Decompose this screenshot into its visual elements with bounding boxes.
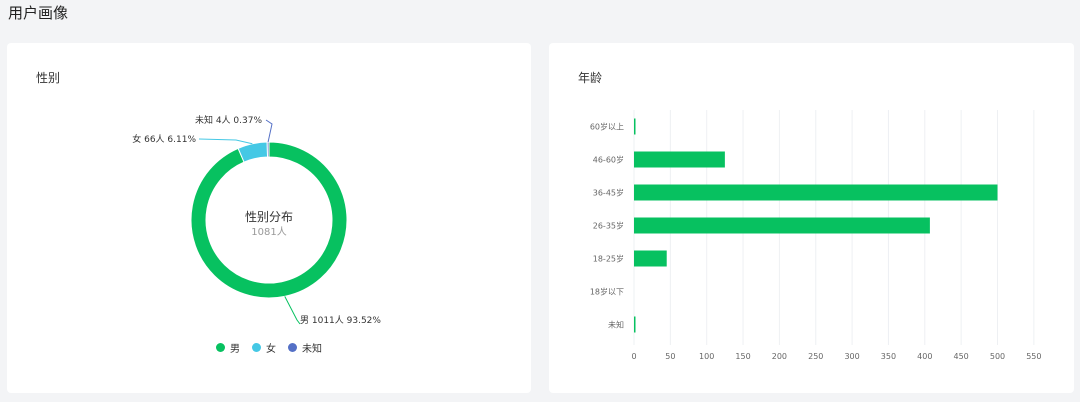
y-category-label: 60岁以上 [590, 122, 624, 132]
donut-center-title: 性别分布 [245, 210, 293, 224]
donut-slice-male[interactable] [190, 141, 348, 299]
gender-legend: 男 女 未知 [7, 340, 531, 355]
legend-label-male: 男 [230, 344, 240, 355]
age-bar[interactable] [634, 184, 998, 201]
male-label-line [284, 296, 301, 325]
age-bar[interactable] [634, 118, 636, 135]
age-card-title: 年龄 [578, 71, 603, 85]
y-category-label: 26-35岁 [593, 221, 624, 231]
x-tick-label: 500 [990, 352, 1005, 361]
x-tick-label: 350 [881, 352, 896, 361]
legend-dot-female [252, 343, 261, 352]
x-tick-label: 150 [735, 352, 750, 361]
male-slice-label: 男 1011人 93.52% [300, 315, 381, 326]
x-tick-label: 250 [808, 352, 823, 361]
page-title: 用户画像 [8, 4, 69, 22]
legend-label-unknown: 未知 [302, 344, 322, 355]
age-bar[interactable] [634, 151, 725, 168]
x-tick-label: 400 [917, 352, 932, 361]
age-bar[interactable] [634, 217, 930, 234]
female-label-line [198, 138, 253, 145]
legend-dot-unknown [288, 343, 297, 352]
legend-item-male[interactable]: 男 [216, 340, 240, 355]
donut-slice-unknown[interactable] [266, 141, 270, 158]
y-category-label: 36-45岁 [593, 188, 624, 198]
age-bar-chart: 0 50 100 150 200 250 300 350 400 450 500 550 60岁以上 46… [590, 110, 1041, 361]
x-tick-label: 300 [844, 352, 859, 361]
x-tick-label: 50 [665, 352, 675, 361]
unknown-slice-label: 未知 4人 0.37% [195, 114, 262, 126]
x-tick-label: 450 [954, 352, 969, 361]
donut-slice-female[interactable] [237, 141, 269, 163]
gender-card: 性别 性别分布 1081人男 1011人 93.52% 女 66人 6.11% 未知 … [7, 43, 531, 393]
age-bar[interactable] [634, 316, 636, 333]
legend-item-unknown[interactable]: 未知 [288, 340, 322, 355]
legend-label-female: 女 [266, 344, 276, 355]
x-tick-label: 100 [699, 352, 714, 361]
gender-card-title: 性别 [36, 71, 61, 85]
female-slice-label: 女 66人 6.11% [132, 133, 196, 145]
y-category-label: 46-60岁 [593, 155, 624, 165]
x-tick-label: 0 [631, 352, 636, 361]
y-category-label: 18岁以下 [590, 287, 624, 297]
unknown-label-line [265, 119, 273, 143]
legend-item-female[interactable]: 女 [252, 340, 276, 355]
x-tick-label: 550 [1026, 352, 1041, 361]
donut-center-subtitle: 1081人 [251, 226, 286, 238]
age-bar[interactable] [634, 250, 667, 267]
y-category-label: 未知 [608, 320, 624, 330]
age-card: 年龄 0 50 100 150 200 250 300 350 400 450 500 550 60岁以… [549, 43, 1074, 393]
x-tick-label: 200 [772, 352, 787, 361]
legend-dot-male [216, 343, 225, 352]
y-category-label: 18-25岁 [593, 254, 624, 264]
